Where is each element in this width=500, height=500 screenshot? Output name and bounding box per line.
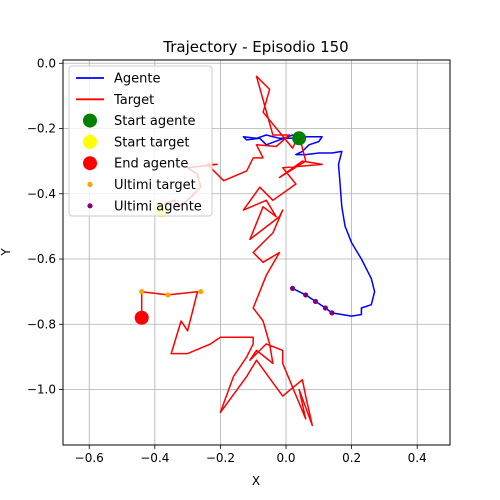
y-tick-label: −0.4 — [27, 187, 56, 201]
x-tick-label: −0.6 — [75, 451, 104, 465]
y-tick-label: 0.0 — [37, 56, 56, 70]
ultimi-agente-point — [312, 298, 319, 305]
end-agente-marker — [134, 310, 149, 325]
x-tick-label: −0.4 — [140, 451, 169, 465]
legend-label: Ultimi target — [114, 178, 196, 193]
legend-swatch-marker — [83, 113, 97, 128]
ultimi-agente-point — [303, 292, 309, 298]
legend-label: Ultimi agente — [114, 199, 202, 214]
series-line-agente — [242, 134, 376, 317]
chart-title: Trajectory - Episodio 150 — [162, 38, 348, 56]
legend-label: End agente — [114, 157, 188, 172]
legend-label: Start target — [114, 135, 189, 150]
legend-label: Start agente — [114, 114, 195, 129]
y-tick-label: −0.8 — [27, 317, 56, 331]
legend-swatch-point — [87, 181, 93, 188]
x-axis-ticks: −0.6 −0.4 −0.2 0.0 0.2 0.4 — [75, 445, 427, 465]
series-layer — [140, 75, 376, 427]
y-tick-label: −1.0 — [27, 383, 56, 397]
legend-label: Target — [113, 93, 154, 108]
x-axis-label: X — [252, 474, 260, 488]
legend-label: Agente — [114, 72, 160, 87]
legend-box — [68, 65, 213, 217]
ultimi-target-point — [198, 289, 204, 295]
x-tick-label: −0.2 — [206, 451, 235, 465]
ultimi-agente-point — [289, 285, 296, 291]
ultimi-agente-point — [329, 310, 335, 316]
y-tick-label: −0.6 — [27, 252, 56, 266]
series-line-target — [140, 75, 323, 427]
x-tick-label: 0.2 — [342, 451, 361, 465]
y-axis-label: Y — [0, 248, 13, 257]
start-agente-marker — [292, 131, 307, 146]
ultimi-target-point — [139, 289, 145, 295]
x-tick-label: 0.4 — [408, 451, 427, 465]
x-tick-label: 0.0 — [276, 451, 295, 465]
legend: Agente Target Start agente Start target End … — [68, 65, 213, 217]
y-axis-ticks: 0.0 −0.2 −0.4 −0.6 −0.8 −1.0 — [27, 56, 63, 397]
y-tick-label: −0.2 — [27, 122, 56, 136]
plot-frame — [62, 59, 451, 446]
legend-swatch-marker — [83, 134, 97, 149]
legend-swatch-point — [87, 203, 93, 209]
ultimi-target-point — [165, 292, 171, 298]
ultimi-agente-point — [322, 305, 328, 311]
legend-swatch-marker — [83, 156, 97, 171]
